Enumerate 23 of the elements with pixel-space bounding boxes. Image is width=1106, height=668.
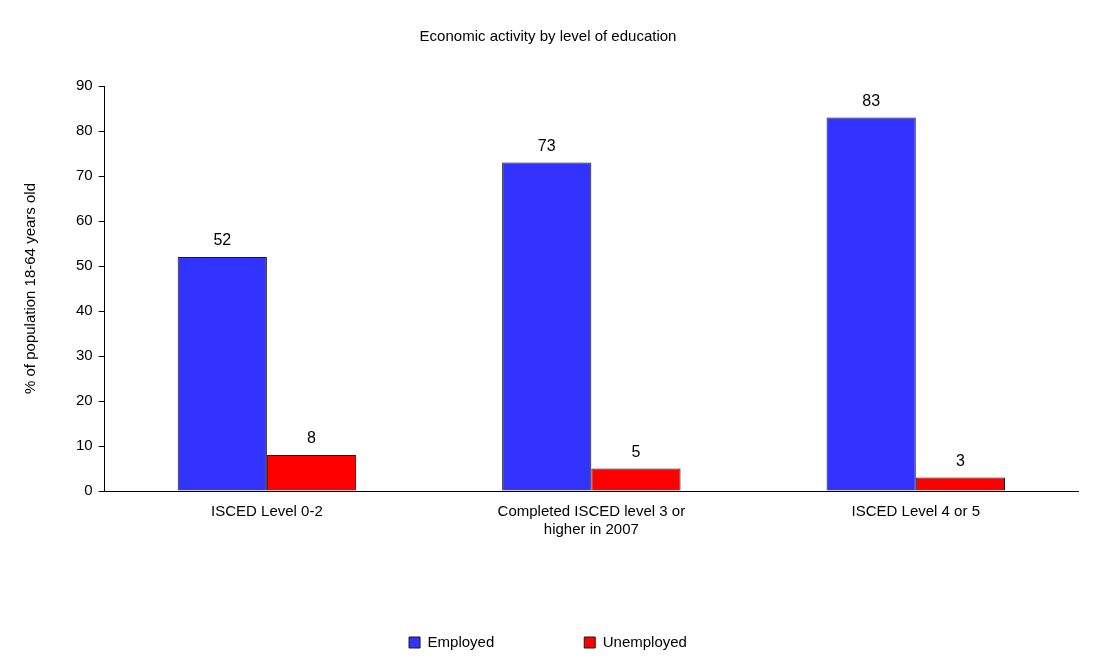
legend-label: Employed [427, 632, 495, 650]
y-axis-title: % of population 18-64 years old [21, 183, 39, 394]
y-tick-label: 10 [76, 436, 93, 454]
y-tick-label: 0 [84, 481, 93, 499]
data-label: 8 [307, 429, 317, 447]
x-tick-label: ISCED Level 4 or 5 [851, 502, 980, 520]
data-label: 73 [537, 136, 556, 154]
legend-label: Unemployed [602, 632, 687, 650]
y-tick-label: 70 [76, 166, 93, 184]
y-tick-label: 50 [76, 256, 93, 274]
x-tick-label: Completed ISCED level 3 or higher in 2007 [497, 502, 686, 538]
data-label: 5 [631, 442, 641, 460]
y-tick-label: 60 [76, 211, 93, 229]
chart-title: Economic activity by level of education [419, 27, 677, 45]
data-label: 3 [955, 451, 965, 469]
y-tick-label: 20 [76, 391, 93, 409]
data-label: 83 [862, 91, 881, 109]
y-tick-label: 40 [76, 301, 93, 319]
data-label: 52 [213, 231, 232, 249]
y-tick-label: 80 [76, 121, 93, 139]
y-tick-label: 30 [76, 346, 93, 364]
y-tick-label: 90 [76, 76, 93, 94]
x-tick-label: ISCED Level 0-2 [211, 502, 323, 520]
